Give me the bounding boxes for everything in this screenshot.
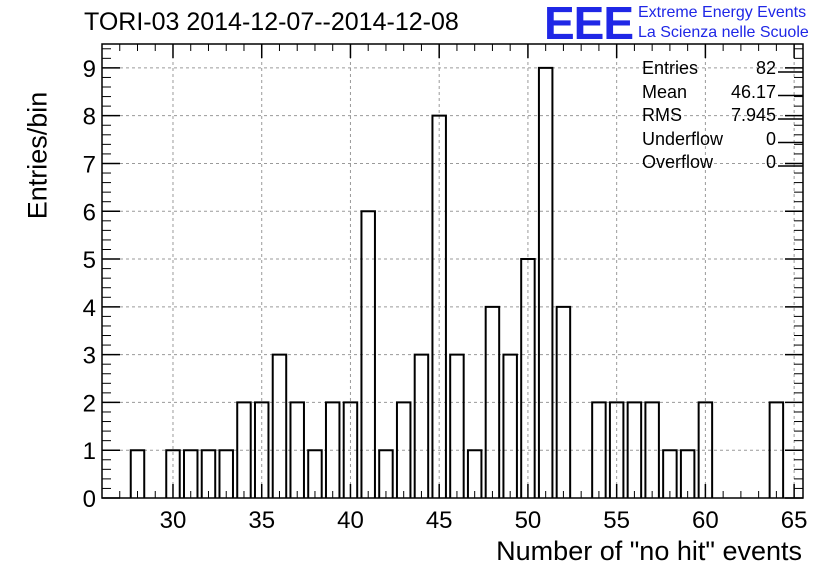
y-tick-label: 8: [83, 104, 96, 131]
y-tick-label: 9: [83, 56, 96, 83]
y-tick-label: 7: [83, 151, 96, 178]
eee-logo-mark: EEE: [544, 0, 634, 49]
histogram-bar: [608, 401, 625, 498]
histogram-bar: [591, 401, 607, 498]
x-tick-label: 30: [160, 507, 187, 534]
grid-lines: [102, 44, 803, 498]
histogram-bar: [271, 353, 288, 498]
histogram-bar: [644, 401, 660, 498]
histogram-bar: [413, 353, 430, 498]
x-tick-label: 35: [248, 507, 275, 534]
histogram-bar: [484, 305, 501, 498]
histogram-bar: [662, 449, 678, 498]
y-axis-title: Entries/bin: [22, 91, 53, 220]
histogram-bar: [395, 401, 412, 498]
stat-entries-value: 82: [755, 58, 776, 78]
x-tick-label: 40: [337, 507, 364, 534]
histogram-bar: [236, 401, 252, 498]
stat-rms-value: 7.945: [730, 105, 776, 125]
eee-logo-line1: Extreme Energy Events: [638, 4, 807, 21]
stat-overflow-label: Overflow: [642, 152, 714, 172]
histogram-bar: [342, 401, 359, 498]
x-tick-label: 60: [692, 507, 719, 534]
histogram-bar: [200, 449, 217, 498]
histogram-bar: [768, 401, 785, 498]
eee-logo-line2: La Scienza nelle Scuole: [638, 24, 809, 41]
y-tick-label: 3: [83, 343, 96, 370]
histogram-bar: [253, 401, 270, 498]
stat-mean-value: 46.17: [730, 81, 776, 102]
chart-title: TORI-03 2014-12-07--2014-12-08: [84, 8, 459, 36]
histogram-bar: [626, 401, 643, 498]
histogram-bar: [360, 210, 376, 498]
histogram-bar: [697, 401, 714, 498]
histogram-bar: [129, 449, 146, 498]
y-tick-label: 5: [83, 247, 96, 274]
histogram-bar: [324, 401, 341, 498]
histogram-bar: [679, 449, 696, 498]
eee-logo: EEE Extreme Energy Events La Scienza nel…: [544, 0, 834, 49]
stat-mean: Mean 46.17: [634, 82, 806, 106]
y-tick-label: 2: [83, 390, 96, 417]
stat-entries: Entries 82: [634, 58, 806, 82]
x-tick-label: 65: [781, 507, 808, 534]
histogram-bar: [520, 258, 536, 498]
x-tick-label: 55: [603, 507, 630, 534]
x-axis-title: Number of "no hit" events: [496, 536, 802, 566]
histogram-bars: [129, 66, 785, 498]
y-tick-label: 6: [83, 199, 96, 226]
stat-rms-label: RMS: [642, 105, 682, 125]
y-tick-label: 4: [83, 295, 96, 322]
stat-overflow-value: 0: [765, 152, 776, 172]
stats-box: Entries 82 Mean 46.17 RMS 7.945 Underflo…: [634, 58, 806, 176]
stat-underflow-value: 0: [765, 128, 776, 149]
histogram-bar: [449, 353, 465, 498]
histogram-bar: [378, 449, 394, 498]
stat-mean-label: Mean: [642, 81, 688, 102]
histogram-bar: [289, 401, 305, 498]
histogram-bar: [555, 305, 572, 498]
histogram-bar: [165, 449, 181, 498]
histogram-bar: [502, 353, 518, 498]
y-axis-title-wrap: Entries/bin: [8, 92, 53, 220]
y-tick-label: 0: [83, 486, 96, 513]
stat-underflow: Underflow 0: [634, 129, 806, 153]
x-tick-label: 45: [426, 507, 453, 534]
histogram-bar: [182, 449, 199, 498]
axes: [101, 43, 804, 499]
histogram-bar: [466, 449, 483, 498]
y-tick-label: 1: [83, 438, 96, 465]
histogram-bar: [307, 449, 323, 498]
plot-frame: [101, 43, 804, 499]
histogram-bar: [537, 66, 554, 498]
x-tick-label: 50: [515, 507, 542, 534]
stat-overflow: Overflow 0: [634, 152, 806, 176]
histogram-bar: [431, 114, 447, 498]
stat-entries-label: Entries: [642, 58, 699, 78]
stat-underflow-label: Underflow: [642, 128, 724, 149]
histogram-bar: [218, 449, 234, 498]
stat-rms: RMS 7.945: [634, 105, 806, 129]
